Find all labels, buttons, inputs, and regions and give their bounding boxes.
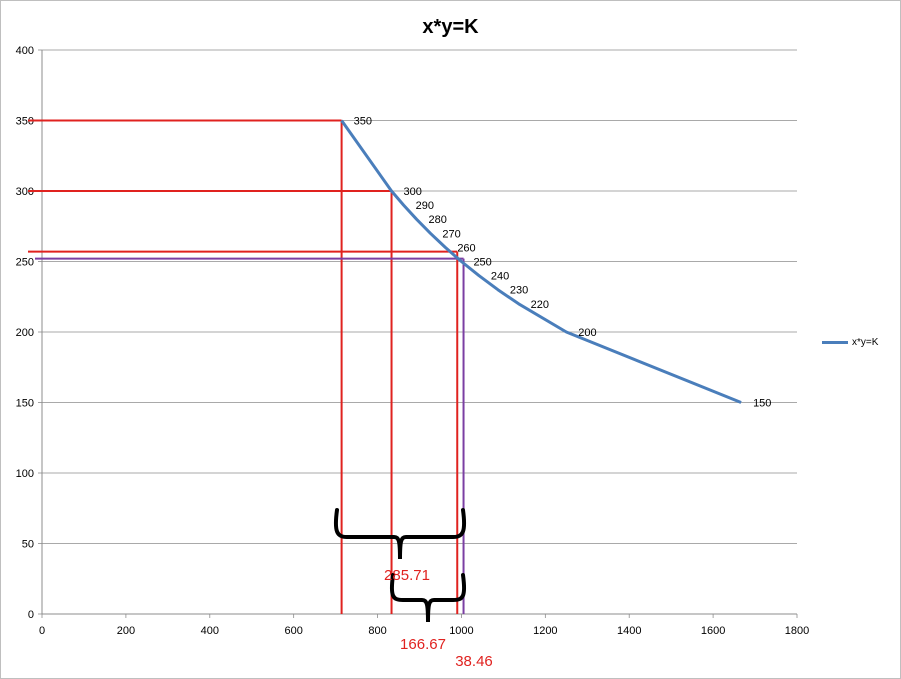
y-tick-label: 350 xyxy=(16,116,34,128)
data-label: 350 xyxy=(354,116,372,128)
data-label: 250 xyxy=(473,257,491,269)
y-tick-label: 150 xyxy=(16,398,34,410)
y-tick-label: 50 xyxy=(22,539,34,551)
annotation-label: 38.46 xyxy=(455,653,493,670)
legend-swatch xyxy=(822,341,848,344)
x-tick-label: 800 xyxy=(368,625,386,637)
x-tick-label: 0 xyxy=(39,625,45,637)
x-tick-label: 1600 xyxy=(701,625,725,637)
data-label: 300 xyxy=(404,186,422,198)
data-label: 200 xyxy=(578,327,596,339)
y-tick-label: 400 xyxy=(16,45,34,57)
data-label: 150 xyxy=(753,398,771,410)
x-tick-label: 1200 xyxy=(533,625,557,637)
y-tick-label: 0 xyxy=(28,609,34,621)
data-label: 280 xyxy=(429,214,447,226)
y-tick-label: 200 xyxy=(16,327,34,339)
annotation-label: 166.67 xyxy=(400,636,446,653)
x-tick-label: 1800 xyxy=(785,625,809,637)
annotation-label: 285.71 xyxy=(384,567,430,584)
series-line xyxy=(340,119,742,404)
chart-legend: x*y=K xyxy=(822,337,878,348)
data-label: 290 xyxy=(416,200,434,212)
x-tick-label: 200 xyxy=(117,625,135,637)
data-label: 220 xyxy=(531,299,549,311)
x-tick-label: 600 xyxy=(284,625,302,637)
brace-lower xyxy=(389,573,467,623)
x-tick-label: 1400 xyxy=(617,625,641,637)
data-label: 270 xyxy=(442,228,460,240)
x-tick-label: 400 xyxy=(201,625,219,637)
y-tick-label: 300 xyxy=(16,186,34,198)
brace-upper xyxy=(333,508,467,560)
y-tick-label: 100 xyxy=(16,468,34,480)
legend-label: x*y=K xyxy=(852,337,879,348)
x-tick-label: 1000 xyxy=(449,625,473,637)
data-label: 230 xyxy=(510,285,528,297)
data-label: 240 xyxy=(491,271,509,283)
chart-title: x*y=K xyxy=(422,16,479,38)
y-tick-label: 250 xyxy=(16,257,34,269)
data-label: 260 xyxy=(457,242,475,254)
